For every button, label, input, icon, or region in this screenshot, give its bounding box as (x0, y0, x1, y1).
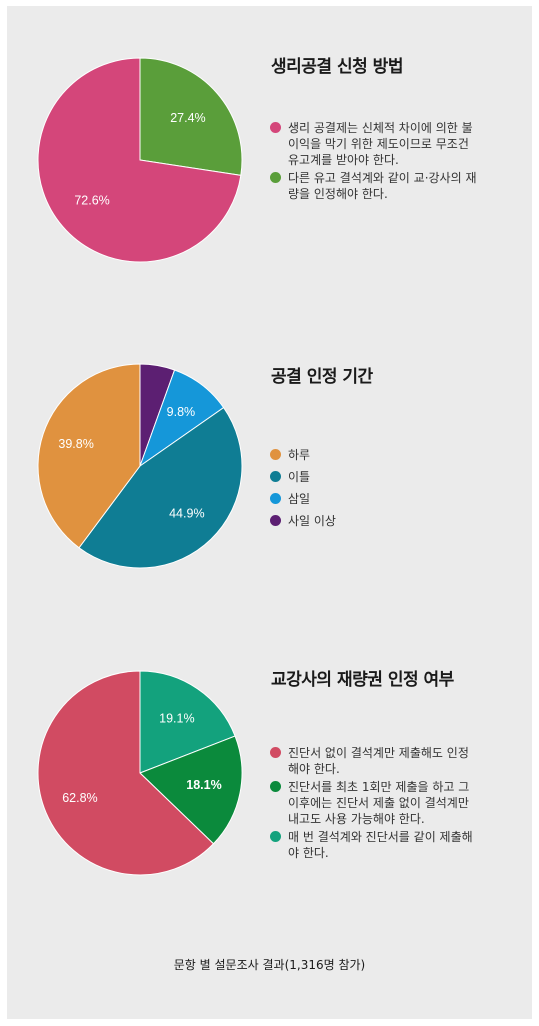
pie-slice (37, 363, 141, 549)
legend-label: 삼일 (288, 492, 311, 506)
legend-label: 다른 유고 결석계와 같이 교·강사의 재 량을 인정해야 한다. (288, 171, 477, 201)
pie-slice-label: 9.8% (167, 405, 196, 419)
pie-slice-label: 39.8% (58, 437, 93, 451)
legend-swatch (270, 471, 281, 482)
legend-swatch (270, 515, 281, 526)
chart-title: 공결 인정 기간 (271, 367, 373, 387)
pie-chart-instructor-discretion: 19.1% 18.1% 62.8% (37, 670, 243, 876)
legend-label: 사일 이상 (288, 514, 336, 528)
chart-title: 생리공결 신청 방법 (271, 57, 403, 77)
pie-slice (37, 57, 242, 263)
pie-slice (78, 406, 243, 569)
legend-swatch (270, 831, 281, 842)
legend-item: 하루 (270, 447, 520, 463)
pie-slice-label: 62.8% (62, 791, 97, 805)
legend-item: 진단서 없이 결석계만 제출해도 인정 해야 한다. (270, 745, 520, 777)
legend-item: 사일 이상 (270, 513, 520, 529)
legend: 생리 공결제는 신체적 차이에 의한 불 이익을 막기 위한 제도이므로 무조건… (270, 120, 520, 204)
legend-label: 생리 공결제는 신체적 차이에 의한 불 이익을 막기 위한 제도이므로 무조건… (288, 121, 473, 167)
pie-slice (37, 670, 215, 876)
legend-item: 삼일 (270, 491, 520, 507)
legend-swatch (270, 747, 281, 758)
pie-slice (139, 735, 243, 845)
legend-label: 진단서를 최초 1회만 제출을 하고 그 이후에는 진단서 제출 없이 결석계만… (288, 780, 470, 826)
pie-slice-label: 27.4% (170, 111, 205, 125)
pie-slice (139, 57, 243, 176)
legend-item: 진단서를 최초 1회만 제출을 하고 그 이후에는 진단서 제출 없이 결석계만… (270, 779, 520, 827)
pie-slice-label: 44.9% (169, 507, 204, 521)
survey-footer-note: 문항 별 설문조사 결과(1,316명 참가) (173, 958, 366, 972)
legend-swatch (270, 172, 281, 183)
pie-slice (139, 670, 236, 774)
legend-item: 매 번 결석계와 진단서를 같이 제출해 야 한다. (270, 829, 520, 861)
legend-label: 이틀 (288, 470, 311, 484)
legend-label: 하루 (288, 448, 311, 462)
pie-chart-leave-duration: 9.8% 44.9% 39.8% (37, 363, 243, 569)
legend-swatch (270, 449, 281, 460)
legend-swatch (270, 493, 281, 504)
legend-label: 매 번 결석계와 진단서를 같이 제출해 야 한다. (288, 830, 473, 860)
legend-swatch (270, 781, 281, 792)
legend-swatch (270, 122, 281, 133)
legend-item: 다른 유고 결석계와 같이 교·강사의 재 량을 인정해야 한다. (270, 170, 520, 202)
legend-item: 생리 공결제는 신체적 차이에 의한 불 이익을 막기 위한 제도이므로 무조건… (270, 120, 520, 168)
legend: 진단서 없이 결석계만 제출해도 인정 해야 한다. 진단서를 최초 1회만 제출… (270, 745, 520, 863)
pie-slice-label: 72.6% (74, 194, 109, 208)
legend-item: 이틀 (270, 469, 520, 485)
pie-slice-label: 18.1% (186, 778, 221, 792)
chart-title: 교강사의 재량권 인정 여부 (271, 670, 454, 690)
pie-slice-label: 19.1% (159, 711, 194, 725)
pie-chart-menstrual-leave-method: 27.4% 72.6% (37, 57, 243, 263)
legend-label: 진단서 없이 결석계만 제출해도 인정 해야 한다. (288, 746, 469, 776)
